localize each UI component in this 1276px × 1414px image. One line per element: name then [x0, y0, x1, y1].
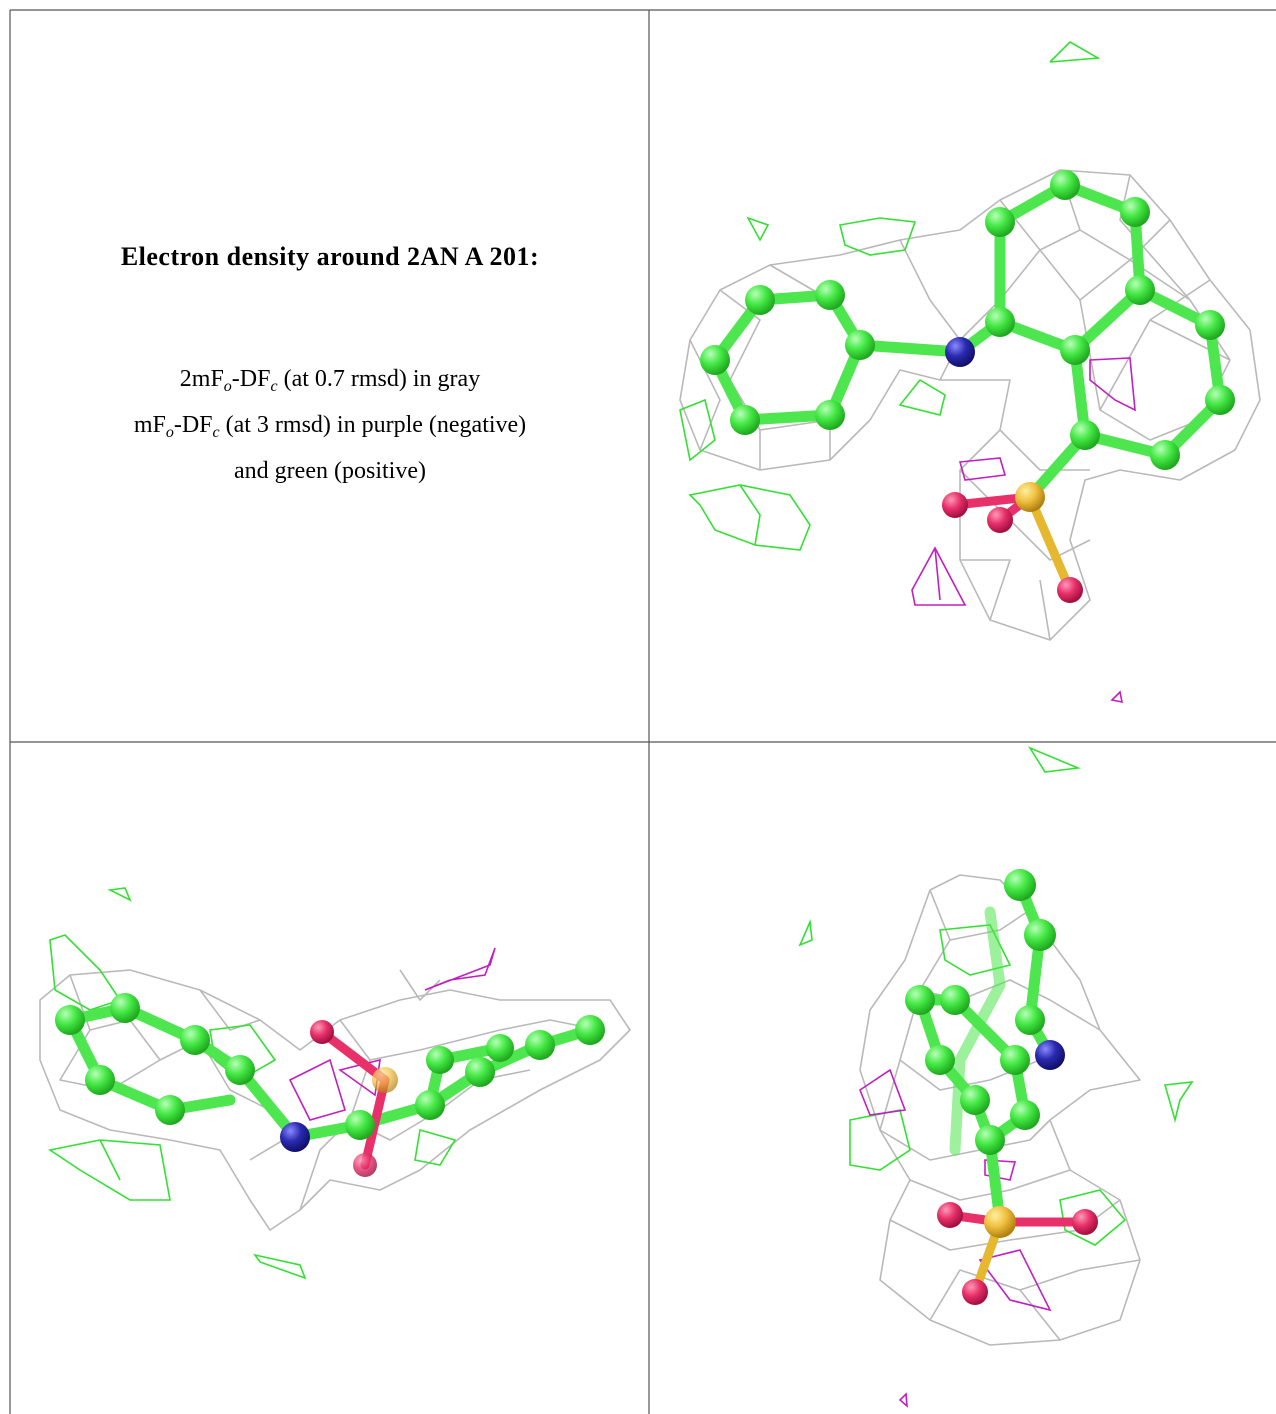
legend-text: -DF: [173, 412, 213, 438]
molecule-view-side: [39, 887, 631, 1280]
legend-text: and green (positive): [234, 458, 426, 484]
panel-title: Electron density around 2AN A 201:: [120, 242, 540, 271]
panel-frame: [9, 9, 1276, 1414]
subscript: c: [212, 424, 220, 441]
molecule-view-end: [798, 746, 1194, 1408]
legend: 2mFo-DFc (at 0.7 rmsd) in gray mFo-DFc (a…: [12, 360, 648, 490]
subscript: o: [223, 378, 232, 395]
legend-text: -DF: [231, 366, 271, 392]
legend-line: 2mFo-DFc (at 0.7 rmsd) in gray: [12, 360, 648, 406]
legend-text: mF: [133, 412, 166, 438]
legend-line: mFo-DFc (at 3 rmsd) in purple (negative): [12, 406, 648, 452]
subscript: o: [165, 424, 174, 441]
legend-text: (at 0.7 rmsd) in gray: [277, 366, 481, 392]
molecule-view-top: [679, 41, 1261, 704]
legend-text: (at 3 rmsd) in purple (negative): [219, 412, 527, 438]
subscript: c: [270, 378, 278, 395]
legend-line: and green (positive): [12, 452, 648, 490]
legend-text: 2mF: [179, 366, 224, 392]
